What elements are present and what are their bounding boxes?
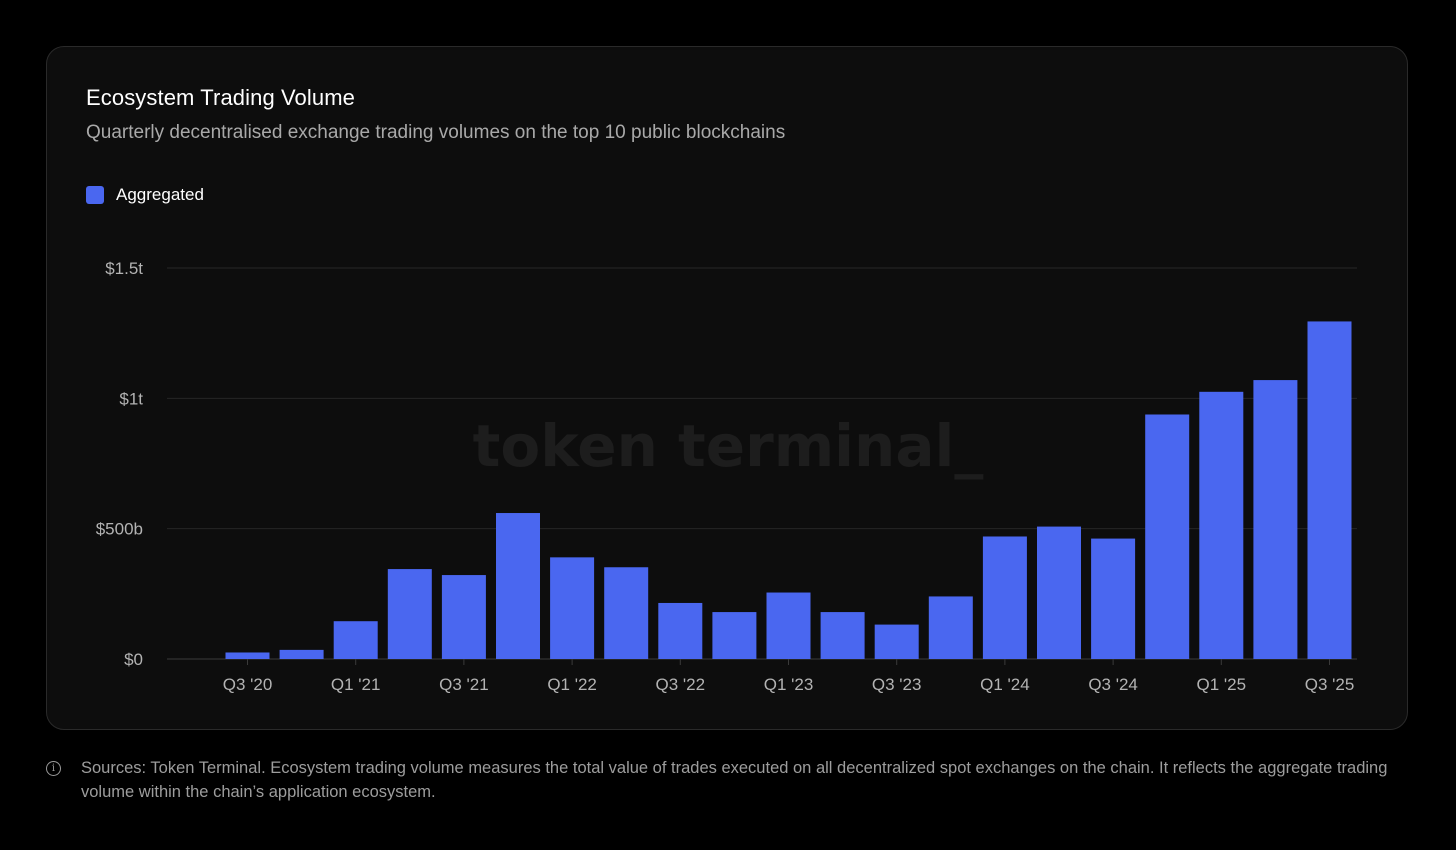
bar-q3-25[interactable]: [1307, 321, 1352, 659]
bar-q2-24[interactable]: [1037, 526, 1081, 659]
x-tick-label: Q1 '21: [331, 675, 381, 694]
bar-q1-22[interactable]: [550, 557, 595, 659]
x-tick-label: Q3 '21: [439, 675, 489, 694]
bar-q2-25[interactable]: [1253, 380, 1298, 659]
y-tick-label: $500b: [96, 520, 143, 539]
x-tick-label: Q3 '25: [1305, 675, 1355, 694]
bar-q1-21[interactable]: [333, 621, 378, 659]
y-tick-label: $0: [124, 650, 143, 669]
x-tick-label: Q1 '24: [980, 675, 1030, 694]
bar-q1-24[interactable]: [982, 536, 1027, 659]
x-tick-label: Q3 '20: [223, 675, 273, 694]
bar-q3-23[interactable]: [874, 624, 919, 659]
bars: [225, 321, 1352, 659]
bar-q1-25[interactable]: [1199, 391, 1244, 659]
chart-card: Ecosystem Trading Volume Quarterly decen…: [46, 46, 1408, 730]
bar-q4-24[interactable]: [1145, 414, 1190, 659]
bar-q4-23[interactable]: [928, 596, 973, 659]
bar-q4-20[interactable]: [279, 649, 324, 659]
x-tick-label: Q3 '23: [872, 675, 922, 694]
chart-title: Ecosystem Trading Volume: [86, 85, 355, 110]
bar-q3-21[interactable]: [441, 575, 486, 659]
y-axis-labels: $0 $500b $1t $1.5t: [96, 259, 144, 669]
x-tick-label: Q1 '23: [764, 675, 814, 694]
footnote: i Sources: Token Terminal. Ecosystem tra…: [46, 756, 1408, 804]
bar-q4-22[interactable]: [712, 612, 757, 659]
bar-q3-20[interactable]: [225, 652, 270, 659]
chart-legend[interactable]: Aggregated: [86, 185, 204, 205]
bar-q2-21[interactable]: [387, 569, 432, 659]
legend-label-aggregated: Aggregated: [116, 185, 204, 204]
bar-q1-23[interactable]: [766, 592, 811, 659]
legend-swatch-aggregated: [86, 186, 104, 204]
bar-q4-21[interactable]: [496, 513, 540, 659]
info-icon: i: [46, 761, 61, 776]
x-tick-label: Q3 '22: [656, 675, 706, 694]
footnote-text: Sources: Token Terminal. Ecosystem tradi…: [81, 759, 1388, 801]
bar-q2-23[interactable]: [820, 612, 865, 659]
bar-chart: token terminal_ $0 $500b $1t $1.5t Q3 '20 Q1…: [96, 259, 1357, 694]
watermark-text: token terminal_: [473, 412, 984, 480]
x-tick-label: Q1 '25: [1197, 675, 1247, 694]
bar-q3-22[interactable]: [658, 602, 703, 659]
x-tick-label: Q1 '22: [547, 675, 597, 694]
chart-subtitle: Quarterly decentralised exchange trading…: [86, 122, 786, 143]
bar-q2-22[interactable]: [604, 567, 649, 659]
bar-q3-24[interactable]: [1091, 538, 1136, 659]
y-tick-label: $1.5t: [105, 259, 143, 278]
x-axis-labels: Q3 '20 Q1 '21 Q3 '21 Q1 '22 Q3 '22 Q1 '23 Q3 '…: [223, 659, 1355, 694]
x-tick-label: Q3 '24: [1088, 675, 1138, 694]
y-tick-label: $1t: [119, 389, 143, 408]
